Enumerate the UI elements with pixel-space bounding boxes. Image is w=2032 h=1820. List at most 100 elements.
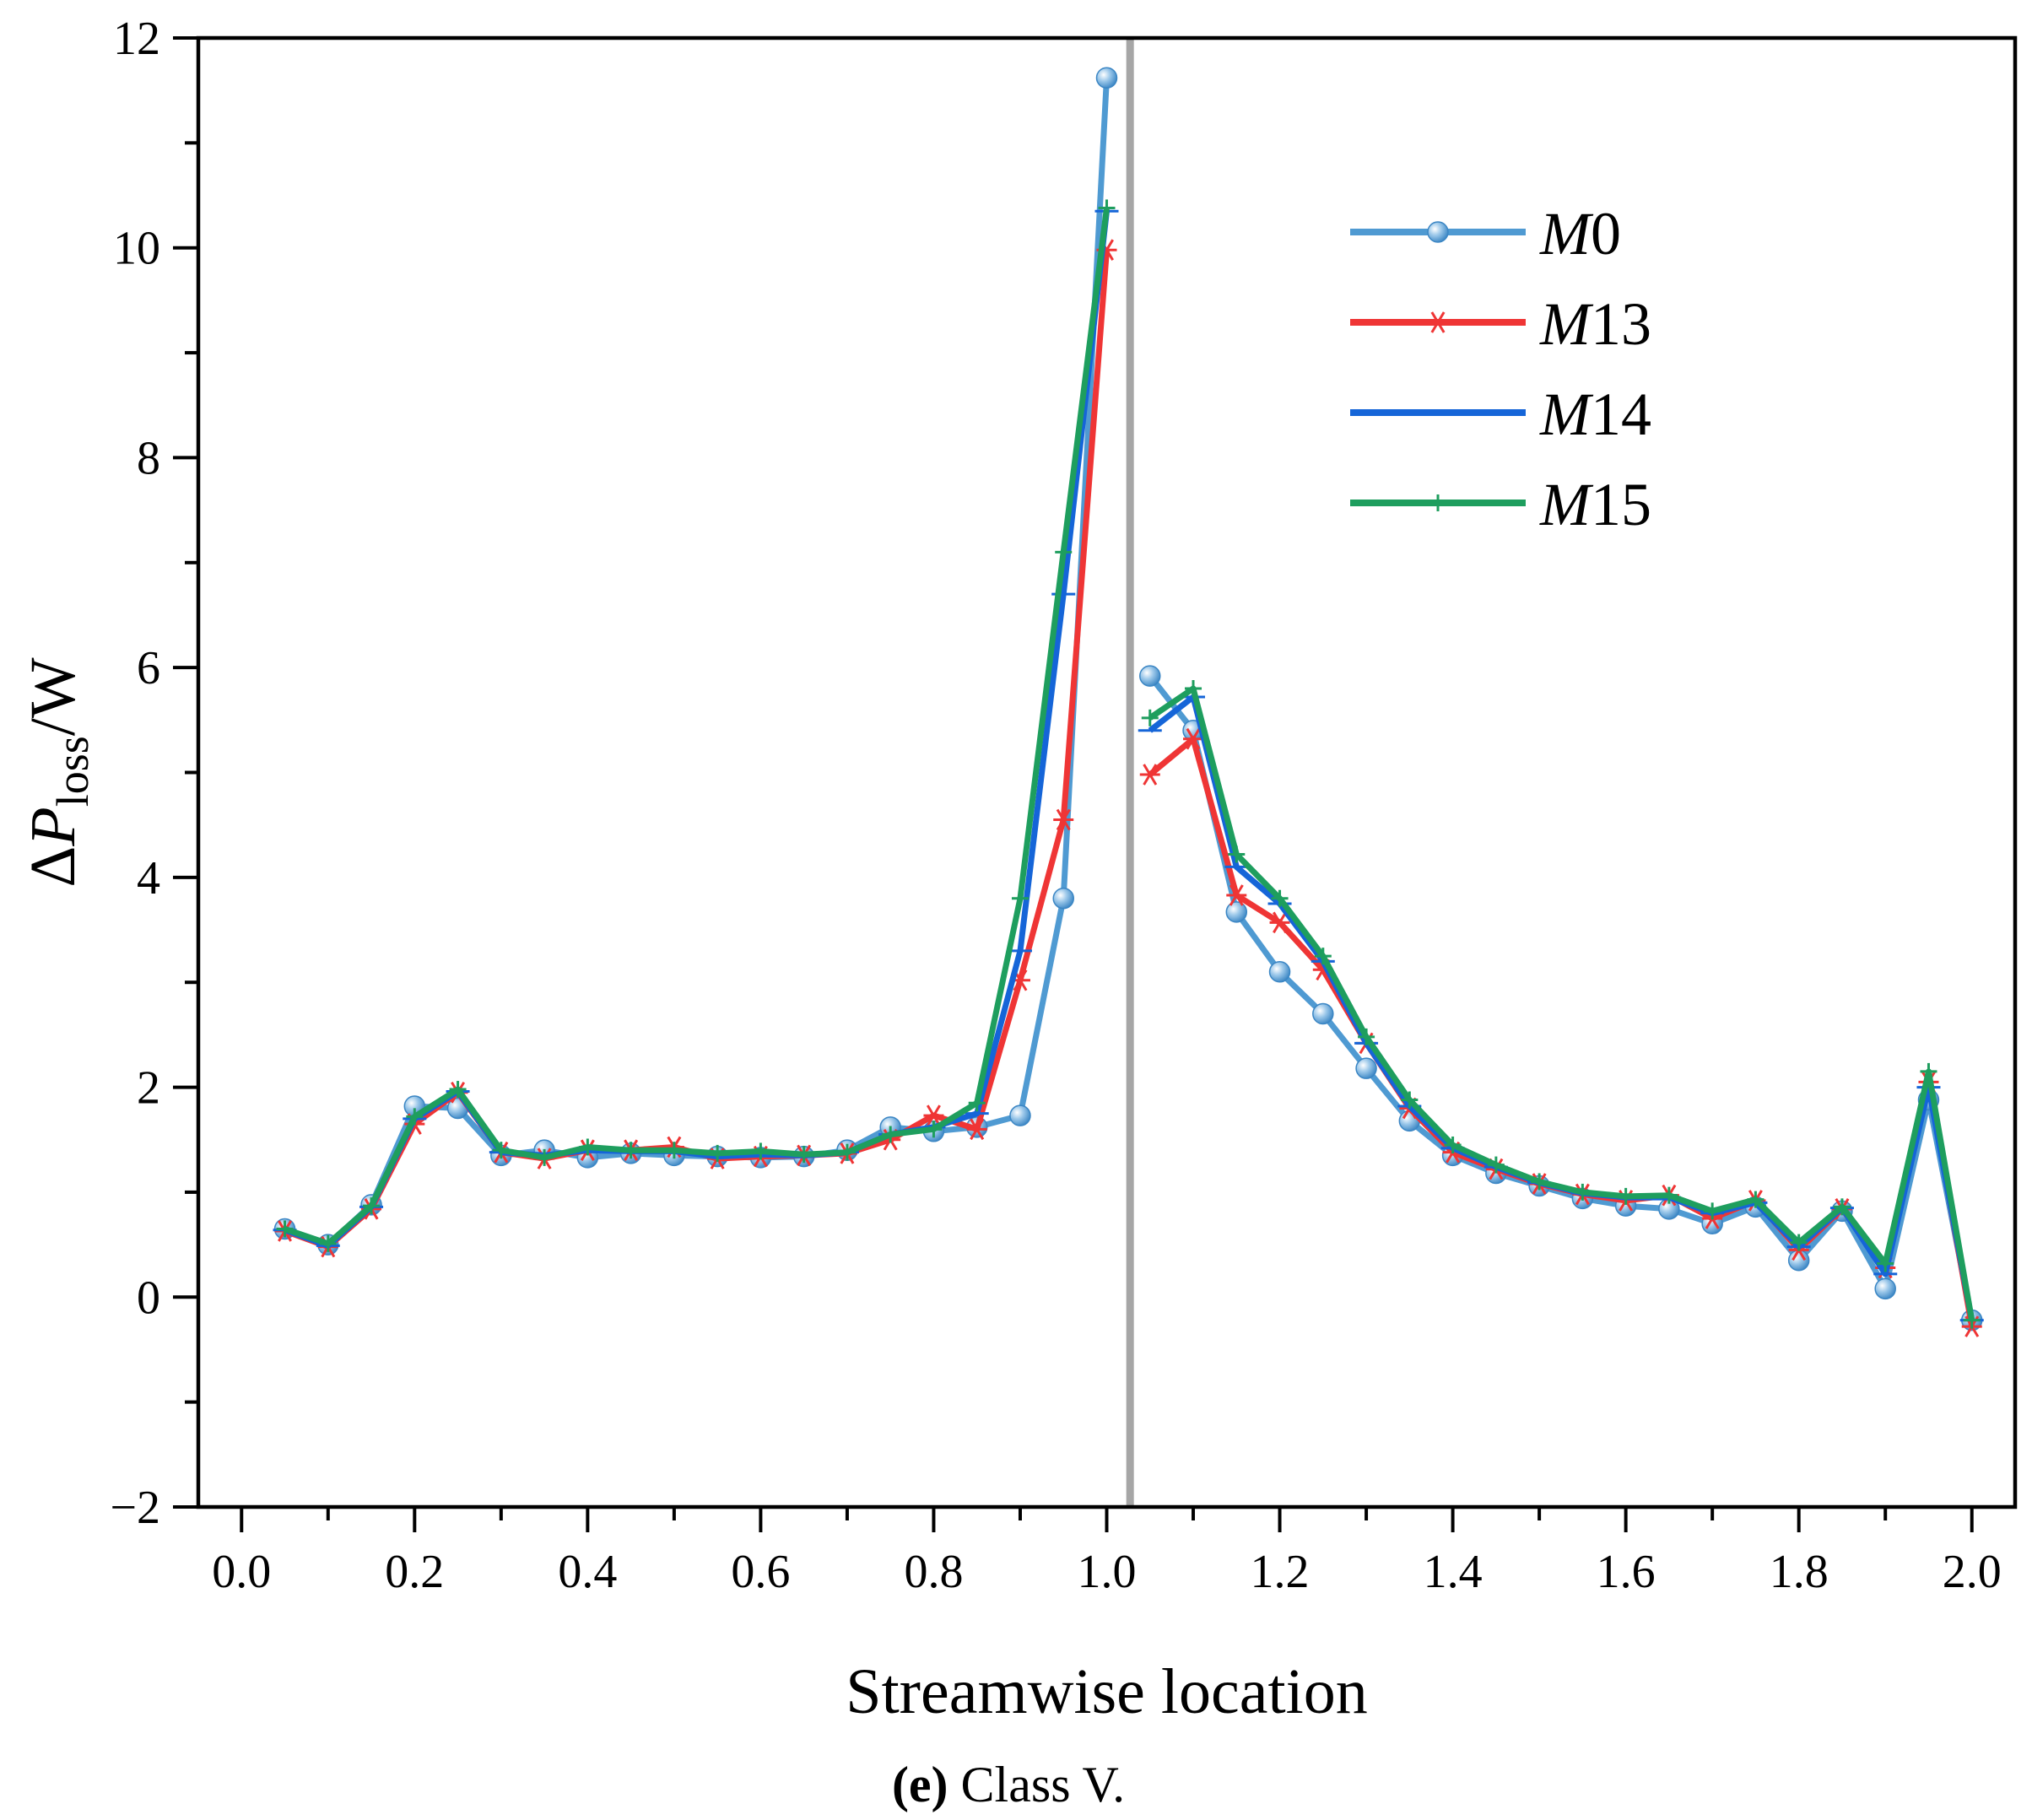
data-point xyxy=(1787,1250,1810,1272)
data-point xyxy=(1574,1183,1592,1201)
data-point xyxy=(536,1148,554,1166)
data-point xyxy=(1139,665,1161,687)
legend-label-var: M xyxy=(1539,381,1594,448)
series-layer xyxy=(273,67,1984,1337)
data-point xyxy=(1185,680,1202,698)
data-point xyxy=(1141,709,1159,726)
x-tick-label: 1.0 xyxy=(1078,1546,1137,1598)
caption-letter: (e) xyxy=(892,1757,948,1812)
legend-item-m15: M15 xyxy=(1350,471,1651,538)
y-tick-label: 6 xyxy=(137,642,160,694)
y-tick-label: 4 xyxy=(137,852,160,905)
data-point xyxy=(1355,1057,1377,1079)
data-point xyxy=(966,1118,987,1141)
x-tick-label: 1.2 xyxy=(1251,1546,1310,1598)
data-point xyxy=(1271,889,1289,907)
x-tick-label: 1.6 xyxy=(1597,1546,1656,1598)
legend-label-num: 0 xyxy=(1591,200,1621,267)
data-point xyxy=(1877,1255,1894,1272)
legend-item-m13: M13 xyxy=(1350,290,1651,358)
data-point xyxy=(968,1094,986,1112)
data-point xyxy=(1139,764,1160,786)
x-tick-label: 2.0 xyxy=(1943,1546,2002,1598)
x-tick-label: 1.8 xyxy=(1770,1546,1829,1598)
data-point xyxy=(882,1126,900,1143)
x-tick-label: 0.0 xyxy=(212,1546,271,1598)
legend-label-num: 14 xyxy=(1591,381,1651,448)
data-point xyxy=(795,1146,813,1164)
y-axis-title-suffix: /W xyxy=(18,657,89,736)
legend-marker xyxy=(1427,221,1449,243)
data-point xyxy=(1617,1187,1635,1205)
data-point xyxy=(319,1234,337,1252)
data-point xyxy=(925,1121,943,1138)
y-tick-label: 2 xyxy=(137,1062,160,1115)
data-point xyxy=(1790,1234,1808,1251)
data-point xyxy=(1444,1136,1462,1153)
y-tick-label: 0 xyxy=(137,1272,160,1324)
data-point xyxy=(1098,199,1116,217)
data-point xyxy=(1531,1173,1548,1191)
series-m15 xyxy=(276,199,1981,1329)
y-axis-title-variable: P xyxy=(18,807,89,846)
legend-label: M0 xyxy=(1539,200,1621,267)
series-line-downstream xyxy=(1148,685,1975,1321)
x-axis-title: Streamwise location xyxy=(846,1656,1367,1727)
data-point xyxy=(923,1104,944,1126)
data-point xyxy=(449,1081,467,1099)
data-point xyxy=(665,1142,683,1159)
y-axis-title: ΔPloss/W xyxy=(18,657,98,887)
x-axis-ticks: 0.0 0.2 0.4 0.6 0.8 1.0 1.2 1.4 1.6 1.8 2.0 xyxy=(212,1507,2002,1598)
data-point xyxy=(1747,1191,1764,1208)
data-point xyxy=(406,1108,424,1126)
data-point xyxy=(492,1142,510,1159)
data-point xyxy=(1963,1311,1981,1329)
legend-item-m14: M14 xyxy=(1350,381,1651,448)
data-point xyxy=(1312,1002,1334,1025)
data-point xyxy=(1874,1277,1896,1300)
y-tick-label: −2 xyxy=(110,1482,160,1534)
y-axis-title-subscript: loss xyxy=(47,736,98,807)
series-line-downstream xyxy=(1148,736,1975,1327)
data-point xyxy=(1269,911,1290,934)
legend-marker xyxy=(1428,311,1448,333)
data-point xyxy=(1009,1104,1031,1126)
data-point xyxy=(1011,889,1029,907)
data-point xyxy=(1225,901,1248,923)
series-line-upstream xyxy=(284,208,1110,1247)
series-line-downstream xyxy=(1148,673,1975,1321)
x-tick-label: 0.2 xyxy=(385,1546,444,1598)
x-tick-label: 1.4 xyxy=(1424,1546,1483,1598)
data-point xyxy=(838,1143,856,1161)
y-tick-label: 8 xyxy=(137,432,160,484)
data-point xyxy=(1487,1156,1505,1174)
series-line-upstream xyxy=(284,210,1110,1249)
legend-item-m0: M0 xyxy=(1350,200,1621,267)
data-point xyxy=(276,1220,294,1238)
x-tick-label: 0.4 xyxy=(558,1546,617,1598)
legend-label: M13 xyxy=(1539,290,1651,358)
data-point xyxy=(709,1144,727,1162)
plot-area: 0.0 0.2 0.4 0.6 0.8 1.0 1.2 1.4 1.6 1.8 2.0 −2 0 2 4 6… xyxy=(110,13,2018,1598)
y-axis-title-prefix: Δ xyxy=(18,846,89,888)
data-point xyxy=(363,1197,381,1215)
y-tick-label: 12 xyxy=(113,13,160,65)
data-point xyxy=(1660,1186,1678,1204)
legend-label-num: 15 xyxy=(1591,471,1651,538)
caption-text: Class V. xyxy=(948,1757,1126,1812)
legend-marker xyxy=(1429,494,1446,511)
x-tick-label: 0.8 xyxy=(904,1546,963,1598)
data-point xyxy=(579,1138,597,1156)
y-tick-label: 10 xyxy=(113,223,160,275)
data-point xyxy=(1833,1198,1851,1216)
data-point xyxy=(1920,1062,1937,1080)
legend-label-num: 13 xyxy=(1591,290,1651,358)
data-point xyxy=(1055,543,1073,561)
data-point xyxy=(1704,1202,1721,1220)
data-point xyxy=(1358,1028,1375,1045)
data-point xyxy=(1401,1091,1419,1109)
data-point xyxy=(1183,727,1204,750)
legend-label: M14 xyxy=(1539,381,1651,448)
